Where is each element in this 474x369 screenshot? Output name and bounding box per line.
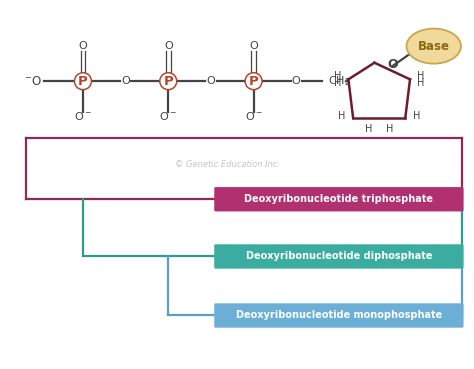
Text: H: H — [337, 111, 345, 121]
Text: O: O — [164, 41, 173, 51]
Text: P: P — [164, 75, 173, 88]
FancyBboxPatch shape — [214, 303, 464, 328]
Text: P: P — [249, 75, 258, 88]
Text: $^{-}$O: $^{-}$O — [24, 75, 42, 88]
Text: O$^-$: O$^-$ — [74, 110, 92, 122]
Text: O: O — [249, 41, 258, 51]
Text: Base: Base — [418, 39, 450, 53]
FancyBboxPatch shape — [214, 187, 464, 211]
Text: Deoxyribonucleotide diphosphate: Deoxyribonucleotide diphosphate — [246, 251, 432, 262]
Text: © Genetic Education Inc.: © Genetic Education Inc. — [175, 160, 280, 169]
Text: CH$_2$: CH$_2$ — [328, 74, 351, 88]
Text: H: H — [417, 78, 424, 88]
Text: O: O — [121, 76, 130, 86]
Text: O: O — [79, 41, 87, 51]
Text: Deoxyribonucleotide triphosphate: Deoxyribonucleotide triphosphate — [245, 194, 433, 204]
Text: H: H — [334, 78, 342, 88]
Text: H: H — [413, 111, 421, 121]
Text: O$^-$: O$^-$ — [245, 110, 263, 122]
Text: H: H — [417, 70, 424, 81]
Text: O: O — [292, 76, 301, 86]
Text: H: H — [334, 70, 342, 81]
Text: Deoxyribonucleotide monophosphate: Deoxyribonucleotide monophosphate — [236, 310, 442, 321]
Text: O$^-$: O$^-$ — [159, 110, 177, 122]
Text: O: O — [387, 58, 398, 71]
Text: H: H — [365, 124, 373, 134]
Text: O: O — [207, 76, 215, 86]
Text: H: H — [386, 124, 393, 134]
Ellipse shape — [407, 29, 461, 63]
Text: P: P — [78, 75, 88, 88]
FancyBboxPatch shape — [214, 244, 464, 269]
